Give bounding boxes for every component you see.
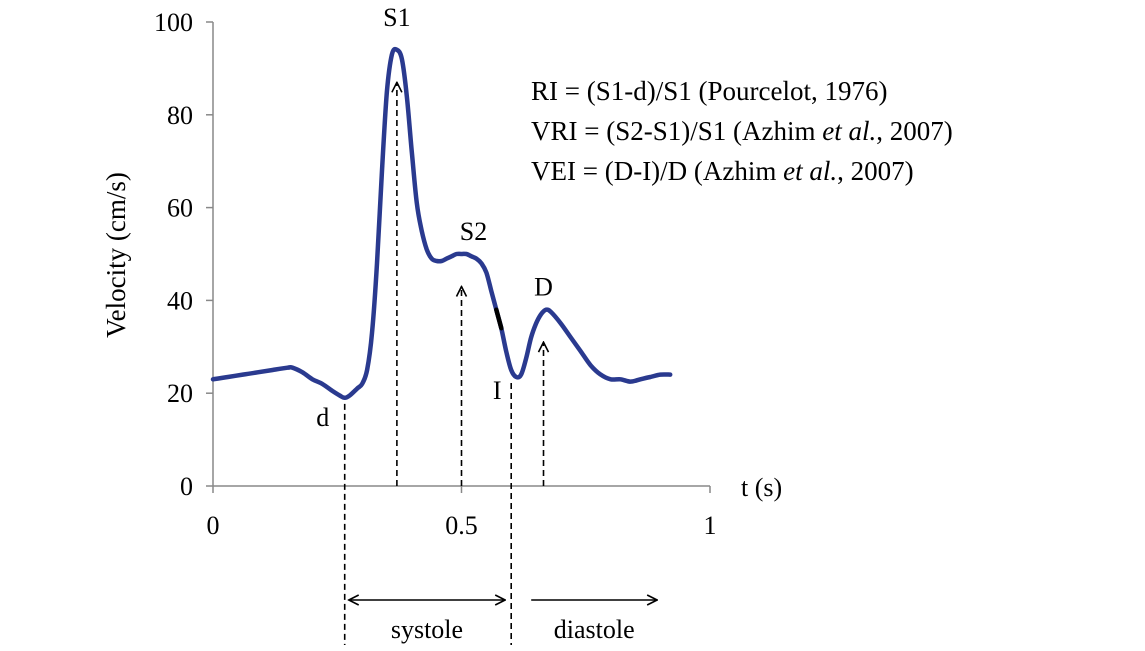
y-tick-label: 80	[167, 101, 193, 130]
phase-label-systole: systole	[391, 615, 463, 644]
annotation-guides	[343, 82, 544, 645]
y-tick-label: 20	[167, 379, 193, 408]
waveform-highlight-segment	[494, 307, 504, 331]
x-axis-label: t (s)	[741, 473, 782, 502]
y-tick-label: 40	[167, 286, 193, 315]
y-tick-label: 60	[167, 194, 193, 223]
annotation-labels: S1 S2 Dd I	[316, 3, 553, 432]
x-tick-label: 1	[704, 511, 717, 540]
formula-vri: VRI = (S2-S1)/S1 (Azhim et al., 2007)	[531, 116, 953, 146]
y-tick-label: 100	[154, 8, 193, 37]
chart-series	[210, 46, 673, 401]
point-label-d: D	[534, 273, 553, 302]
x-tick-label: 0.5	[445, 511, 478, 540]
waveform-line	[210, 46, 673, 401]
point-label-s1: S1	[383, 3, 410, 32]
x-tick-label: 0	[207, 511, 220, 540]
formula-vei: VEI = (D-I)/D (Azhim et al., 2007)	[531, 156, 914, 186]
chart-ticks: 0 20 40 60 80 100 0 0.5 1	[154, 8, 717, 540]
y-axis-label: Velocity (cm/s)	[101, 172, 131, 338]
point-label-d: d	[316, 403, 329, 432]
phase-markers: systole diastole	[349, 600, 657, 644]
point-label-s2: S2	[460, 217, 487, 246]
y-tick-label: 0	[180, 472, 193, 501]
formula-ri: RI = (S1-d)/S1 (Pourcelot, 1976)	[531, 76, 887, 106]
formula-block: RI = (S1-d)/S1 (Pourcelot, 1976) VRI = (S…	[531, 76, 953, 186]
phase-label-diastole: diastole	[554, 615, 635, 644]
point-label-i: I	[493, 376, 502, 405]
